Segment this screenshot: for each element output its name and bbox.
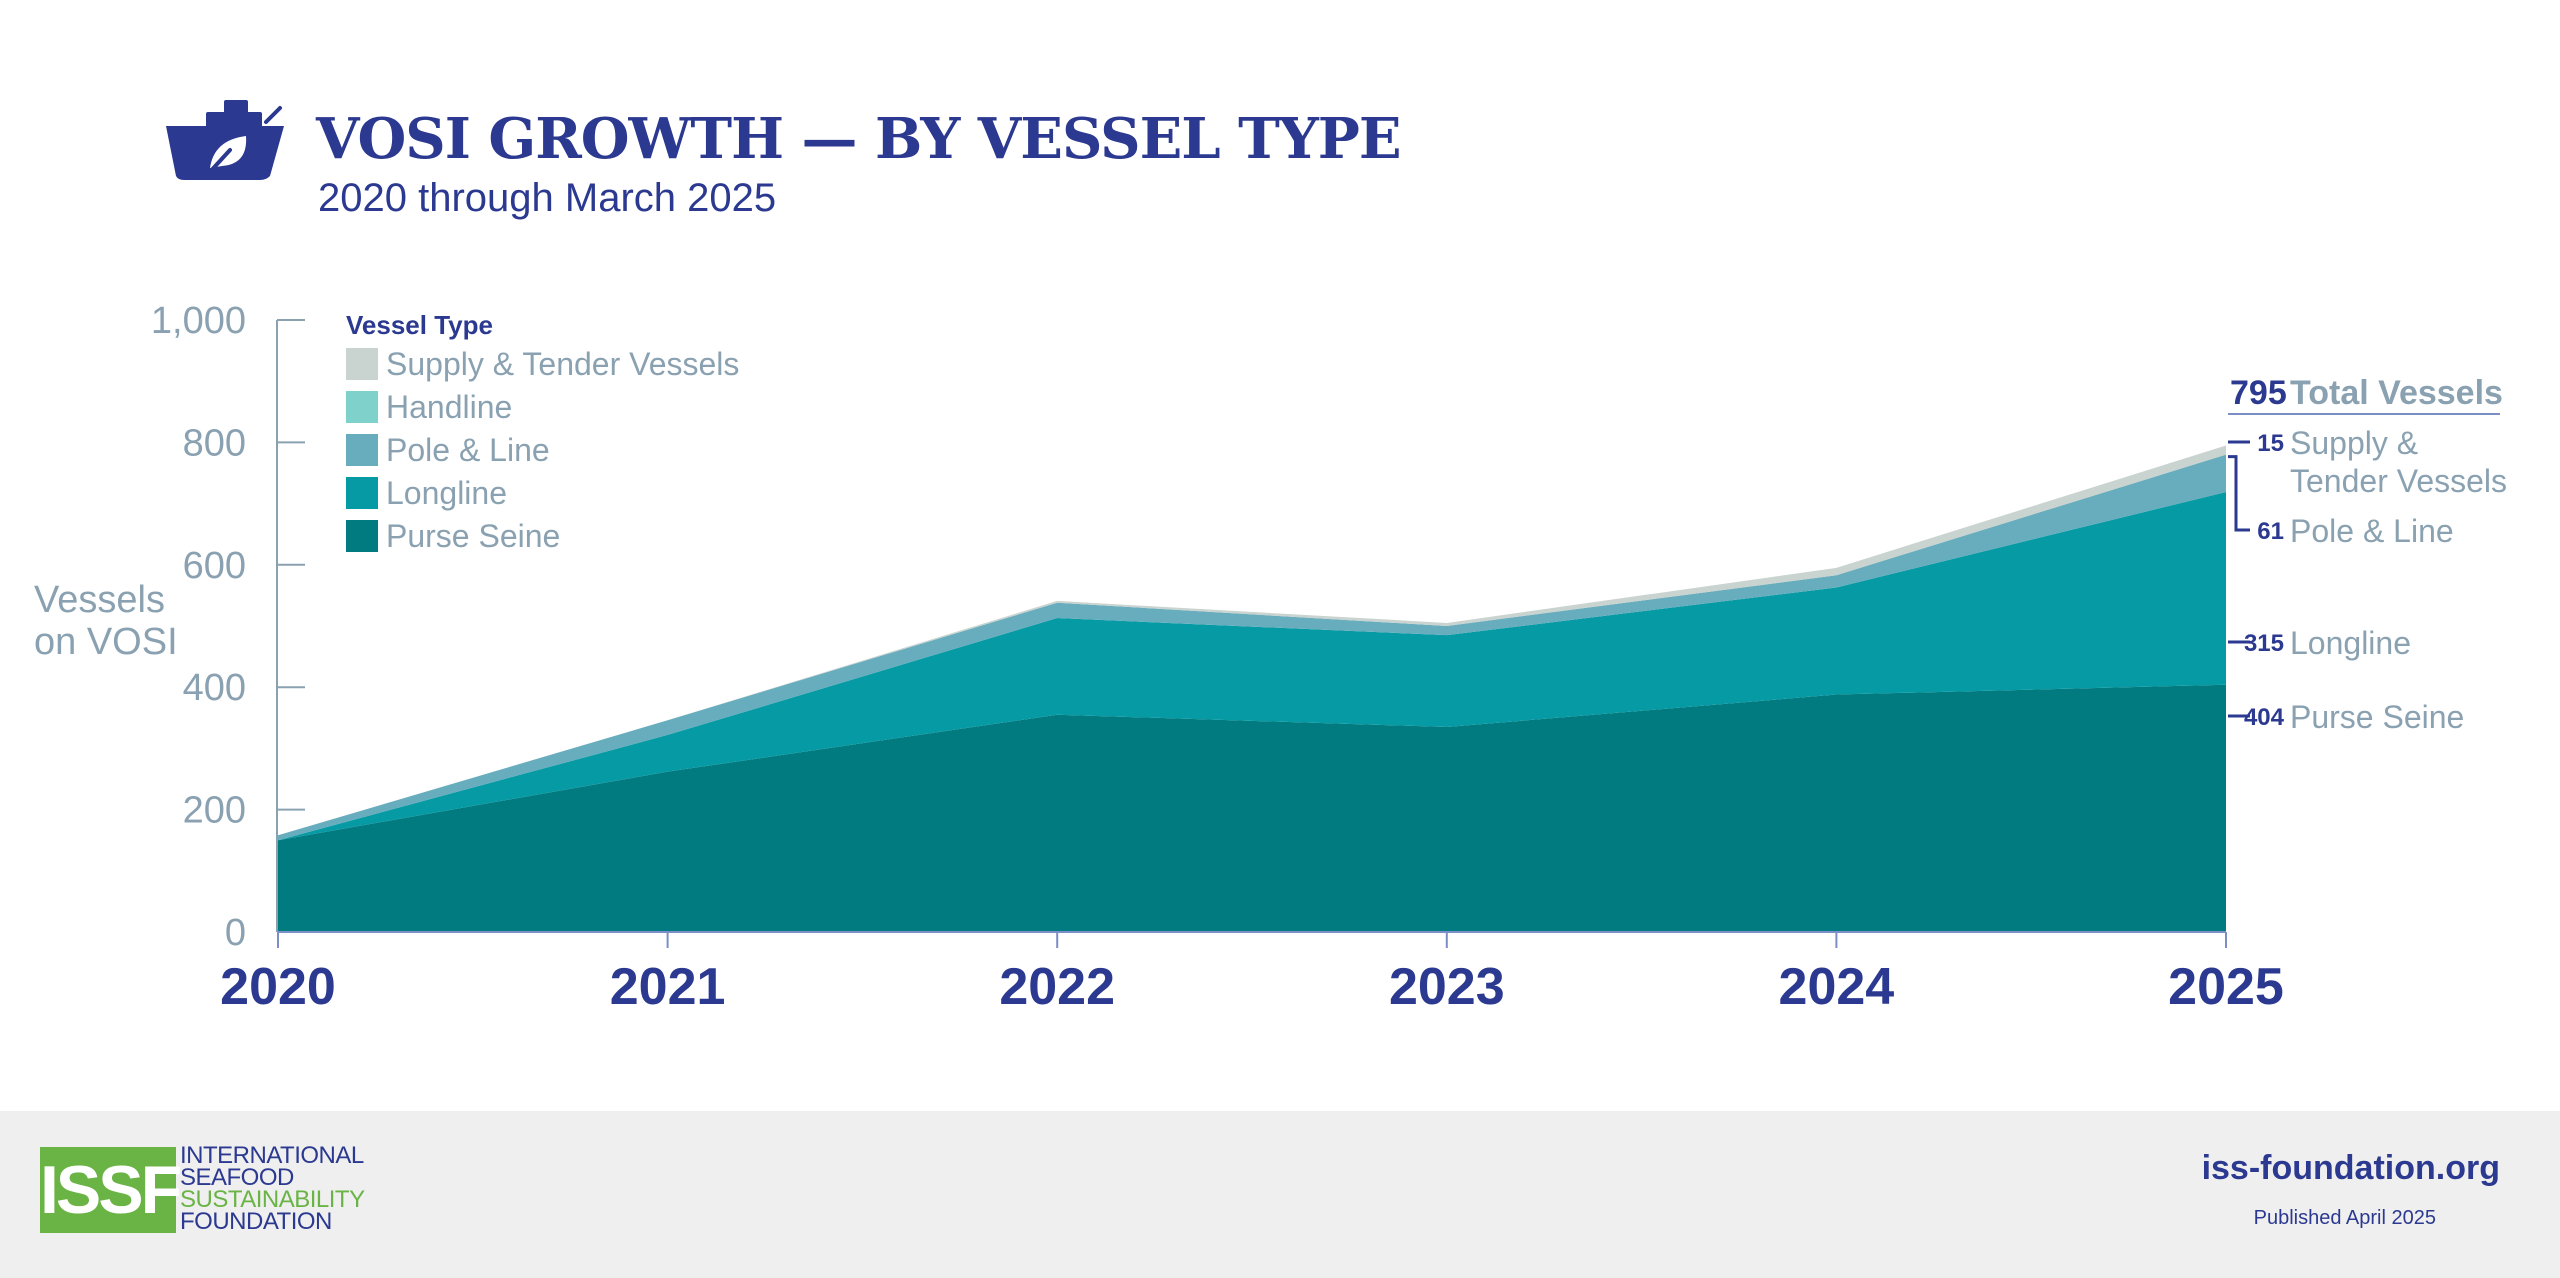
y-axis-label: Vessels xyxy=(34,579,165,621)
x-tick-label: 2025 xyxy=(2168,958,2284,1016)
end-label-name: Tender Vessels xyxy=(2290,463,2507,499)
legend-label-supply-tender-vessels: Supply & Tender Vessels xyxy=(386,346,739,382)
logo-line-3: SUSTAINABILITY xyxy=(180,1186,365,1213)
logo-line-4: FOUNDATION xyxy=(180,1208,332,1235)
legend-swatch-pole-line xyxy=(346,434,378,466)
x-tick-label: 2023 xyxy=(1389,958,1505,1016)
x-tick-label: 2022 xyxy=(999,958,1115,1016)
end-label-value: 15 xyxy=(2257,430,2284,457)
axes-group: 0 200 400 600 800 1,000 2020 2021 2022 2023 2024 20… xyxy=(34,300,2284,1016)
legend-label-pole-line: Pole & Line xyxy=(386,432,550,468)
logo-line-2: SEAFOOD xyxy=(180,1164,294,1191)
issf-logo: ISSF INTERNATIONAL SEAFOOD SUSTAINABILIT… xyxy=(40,1142,380,1239)
website-link[interactable]: iss-foundation.org xyxy=(2201,1149,2500,1187)
ship-leaf-icon xyxy=(166,100,284,180)
legend-title: Vessel Type xyxy=(346,310,493,340)
y-tick-label: 0 xyxy=(225,912,246,954)
chart-header: VOSI GROWTH — BY VESSEL TYPE 2020 throug… xyxy=(166,96,1566,236)
footer: ISSF INTERNATIONAL SEAFOOD SUSTAINABILIT… xyxy=(0,1111,2560,1278)
end-label-name: Purse Seine xyxy=(2290,699,2464,735)
page-title: VOSI GROWTH — BY VESSEL TYPE xyxy=(316,106,1402,172)
total-label: Total Vessels xyxy=(2290,374,2503,412)
legend-swatch-handline xyxy=(346,391,378,423)
x-tick-label: 2020 xyxy=(220,958,336,1016)
y-tick-label: 1,000 xyxy=(151,300,246,342)
y-tick-label: 800 xyxy=(183,422,246,464)
area-purse-seine xyxy=(278,684,2226,932)
logo-mark: ISSF xyxy=(40,1147,182,1233)
legend-label-longline: Longline xyxy=(386,475,507,511)
y-tick-label: 600 xyxy=(183,545,246,587)
end-label-name: Supply & xyxy=(2290,425,2418,461)
end-label-value: 315 xyxy=(2244,630,2284,657)
logo-line-1: INTERNATIONAL xyxy=(180,1142,364,1169)
y-axis-label: on VOSI xyxy=(34,621,178,663)
x-tick-label: 2021 xyxy=(610,958,726,1016)
legend-swatch-purse-seine xyxy=(346,520,378,552)
page-subtitle: 2020 through March 2025 xyxy=(318,176,777,220)
end-label-name: Longline xyxy=(2290,625,2411,661)
y-tick-label: 400 xyxy=(183,667,246,709)
end-label-value: 404 xyxy=(2244,704,2285,731)
stacked-area-chart: 0 200 400 600 800 1,000 2020 2021 2022 2023 2024 20… xyxy=(34,300,2507,1016)
end-label-value: 61 xyxy=(2257,518,2284,545)
legend-label-purse-seine: Purse Seine xyxy=(386,518,560,554)
area-series-group xyxy=(278,445,2226,932)
end-label-name: Pole & Line xyxy=(2290,513,2454,549)
y-tick-label: 200 xyxy=(183,790,246,832)
x-tick-label: 2024 xyxy=(1779,958,1895,1016)
area-longline xyxy=(278,491,2226,841)
legend: Vessel Type Supply & Tender Vessels Handli… xyxy=(346,310,739,554)
legend-swatch-supply-tender-vessels xyxy=(346,348,378,380)
legend-label-handline: Handline xyxy=(386,389,512,425)
published-date: Published April 2025 xyxy=(2253,1207,2436,1229)
legend-swatch-longline xyxy=(346,477,378,509)
pole-line-bracket xyxy=(2228,455,2250,532)
total-value: 795 xyxy=(2230,374,2287,412)
